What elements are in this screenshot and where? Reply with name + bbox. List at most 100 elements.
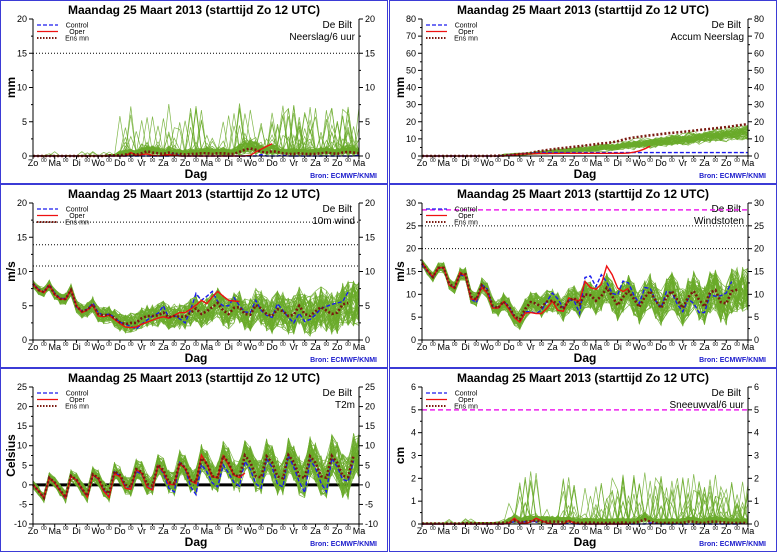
x-minor-tick-label: 00 — [691, 158, 697, 164]
x-tick-label: Zo — [569, 158, 580, 168]
y-tick-label: 5 — [22, 460, 27, 470]
panel-10m-wind: Maandag 25 Maart 2013 (starttijd Zo 12 U… — [0, 184, 388, 368]
x-minor-tick-label: 00 — [345, 342, 351, 348]
x-tick-label: Vr — [678, 158, 687, 168]
x-axis-label: Dag — [185, 167, 208, 181]
y-tick-label-right: 20 — [754, 244, 764, 254]
chart-title: Maandag 25 Maart 2013 (starttijd Zo 12 U… — [68, 187, 320, 201]
ensemble-members — [32, 432, 360, 504]
y-tick-label-right: 15 — [365, 232, 375, 242]
x-tick-label: Zo — [417, 526, 428, 536]
legend-label: Ens mn — [454, 220, 478, 227]
series-ens-mn — [33, 147, 360, 158]
y-tick-label: 0 — [22, 480, 27, 490]
y-tick-label: 40 — [406, 83, 416, 93]
x-tick-label: Do — [655, 158, 667, 168]
x-tick-label: Za — [547, 526, 558, 536]
x-minor-tick-label: 00 — [604, 342, 610, 348]
x-tick-label: Zo — [28, 342, 39, 352]
y-axis-label: cm — [393, 447, 407, 464]
x-minor-tick-label: 00 — [128, 342, 134, 348]
x-tick-label: Za — [310, 342, 321, 352]
x-tick-label: Za — [158, 158, 169, 168]
x-minor-tick-label: 00 — [474, 526, 480, 532]
legend-label: Ens mn — [454, 36, 478, 43]
variable-label: Windstoten — [694, 216, 744, 227]
y-tick-label-right: 80 — [754, 14, 764, 24]
x-tick-label: Di — [224, 158, 233, 168]
y-tick-label: 15 — [17, 421, 27, 431]
y-tick-label-right: 70 — [754, 31, 764, 41]
location-label: De Bilt — [712, 20, 742, 31]
x-minor-tick-label: 00 — [302, 526, 308, 532]
x-tick-label: Za — [547, 342, 558, 352]
x-minor-tick-label: 00 — [258, 526, 264, 532]
panel-neerslag: Maandag 25 Maart 2013 (starttijd Zo 12 U… — [0, 0, 388, 184]
variable-label: 10m wind — [312, 216, 355, 227]
source-label: Bron: ECMWF/KNMI — [310, 541, 377, 548]
x-minor-tick-label: 00 — [63, 158, 69, 164]
x-tick-label: Ma — [48, 158, 61, 168]
y-tick-label: 1 — [411, 496, 416, 506]
y-tick-label: 30 — [406, 198, 416, 208]
x-tick-label: Za — [158, 526, 169, 536]
x-minor-tick-label: 00 — [280, 158, 286, 164]
location-label: De Bilt — [712, 388, 742, 399]
x-tick-label: Za — [158, 342, 169, 352]
x-axis-label: Dag — [185, 351, 208, 365]
legend-label: Oper — [69, 397, 85, 404]
variable-label: Sneeuwval/6 uur — [670, 400, 745, 411]
y-tick-label: 15 — [17, 48, 27, 58]
x-tick-label: Ma — [590, 342, 603, 352]
source-label: Bron: ECMWF/KNMI — [699, 357, 766, 364]
x-minor-tick-label: 00 — [691, 526, 697, 532]
x-tick-label: Ma — [353, 158, 366, 168]
x-minor-tick-label: 00 — [734, 526, 740, 532]
ensemble-member-line — [421, 262, 749, 325]
y-tick-label-right: 30 — [754, 100, 764, 110]
x-minor-tick-label: 00 — [41, 526, 47, 532]
legend-label: Control — [66, 207, 89, 214]
x-tick-label: Vr — [526, 158, 535, 168]
y-tick-label-right: 0 — [365, 335, 370, 345]
y-tick-label: 20 — [406, 244, 416, 254]
x-tick-label: Vr — [137, 158, 146, 168]
x-minor-tick-label: 00 — [345, 526, 351, 532]
x-tick-label: Do — [114, 342, 126, 352]
x-tick-label: Di — [72, 342, 81, 352]
y-tick-label-right: 1 — [754, 496, 759, 506]
x-minor-tick-label: 00 — [626, 342, 632, 348]
y-tick-label-right: 2 — [754, 473, 759, 483]
x-minor-tick-label: 00 — [647, 526, 653, 532]
ensemble-member-line — [421, 472, 749, 525]
x-minor-tick-label: 00 — [63, 342, 69, 348]
series-ens-mn — [32, 452, 355, 501]
x-tick-label: Ma — [742, 526, 755, 536]
chart-windstoten: Maandag 25 Maart 2013 (starttijd Zo 12 U… — [393, 187, 766, 365]
x-minor-tick-label: 00 — [193, 342, 199, 348]
x-tick-label: Zo — [180, 158, 191, 168]
x-minor-tick-label: 00 — [193, 526, 199, 532]
y-tick-label-right: 10 — [365, 267, 375, 277]
x-minor-tick-label: 00 — [452, 526, 458, 532]
x-minor-tick-label: 00 — [430, 342, 436, 348]
y-tick-label: 15 — [406, 267, 416, 277]
x-tick-label: Do — [503, 158, 515, 168]
x-tick-label: Zo — [569, 342, 580, 352]
y-tick-label-right: 0 — [754, 335, 759, 345]
y-tick-label: 60 — [406, 48, 416, 58]
x-axis-label: Dag — [574, 535, 597, 549]
y-tick-label: 20 — [17, 198, 27, 208]
y-tick-label: 30 — [406, 100, 416, 110]
x-tick-label: Wo — [92, 158, 105, 168]
chart-title: Maandag 25 Maart 2013 (starttijd Zo 12 U… — [457, 187, 709, 201]
x-tick-label: Do — [503, 526, 515, 536]
series-control — [421, 263, 733, 323]
x-minor-tick-label: 00 — [63, 526, 69, 532]
x-minor-tick-label: 00 — [713, 158, 719, 164]
x-minor-tick-label: 00 — [171, 158, 177, 164]
legend-label: Control — [455, 23, 478, 30]
